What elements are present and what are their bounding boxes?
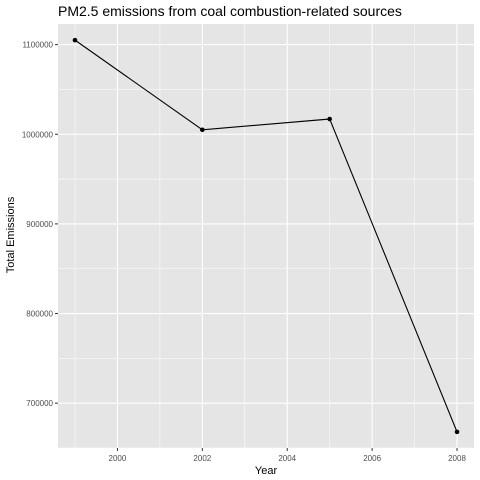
data-point — [200, 127, 205, 133]
chart-title: PM2.5 emissions from coal combustion-rel… — [58, 3, 402, 19]
y-tick-label: 1000000 — [22, 130, 54, 139]
plot-panel — [58, 24, 474, 448]
x-axis-title: Year — [255, 465, 278, 477]
data-point — [72, 37, 78, 43]
series-layer — [72, 37, 460, 435]
y-axis: 700000 800000 900000 1000000 1100000 — [22, 41, 58, 408]
x-tick-label: 2006 — [363, 454, 381, 463]
y-axis-title: Total Emissions — [5, 196, 17, 273]
series-line — [74, 39, 458, 433]
minor-gridlines — [58, 24, 474, 449]
y-tick-label: 800000 — [26, 310, 53, 319]
x-tick-label: 2002 — [193, 454, 211, 463]
x-tick-label: 2000 — [109, 454, 127, 463]
major-gridlines — [58, 24, 474, 448]
x-tick-label: 2004 — [278, 454, 296, 463]
y-tick-label: 700000 — [26, 399, 53, 408]
y-tick-label: 900000 — [26, 220, 53, 229]
data-point — [454, 429, 460, 435]
x-tick-label: 2008 — [448, 454, 466, 463]
data-point — [327, 116, 332, 122]
y-tick-label: 1100000 — [22, 41, 53, 50]
x-axis: 2000 2002 2004 2006 2008 — [109, 448, 466, 463]
